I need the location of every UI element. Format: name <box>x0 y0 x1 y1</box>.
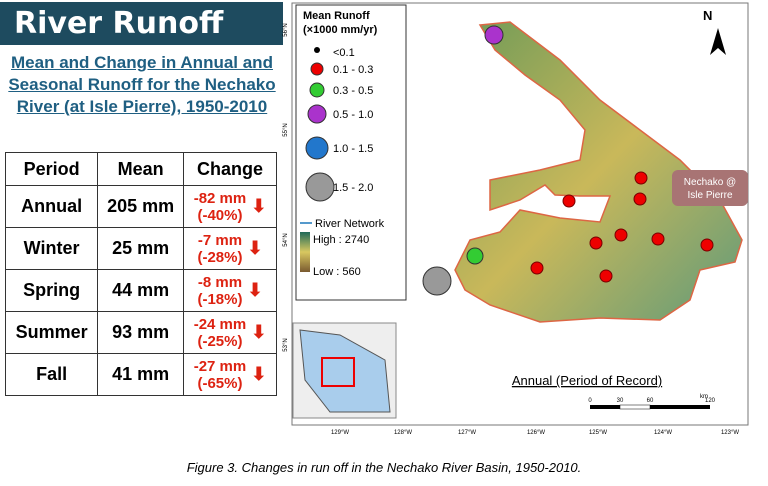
change-mm: -27 mm <box>193 357 247 375</box>
mean: 25 mm <box>97 227 185 270</box>
station-dot <box>484 25 504 45</box>
station-dots <box>530 171 714 283</box>
scale-label: 120 <box>705 398 716 404</box>
mean: 41 mm <box>97 353 185 396</box>
inset-land <box>299 329 391 413</box>
runoff-table: Period Mean Change Annual 205 mm -82 mm (-40%)… <box>4 152 277 396</box>
lat-label: 53°N <box>283 338 289 351</box>
callout <box>672 170 748 206</box>
change-mm: -82 mm <box>193 189 247 207</box>
mean: 205 mm <box>97 185 185 228</box>
scale-label: 60 <box>647 398 654 404</box>
change-text: -7 mm (-28%) <box>197 232 242 266</box>
change-text: -27 mm (-65%) <box>194 358 247 392</box>
lat-label: 56°N <box>283 23 289 36</box>
mean: 44 mm <box>97 269 185 312</box>
lon-label: 126°W <box>527 430 545 436</box>
inset-box <box>321 357 355 387</box>
north: N <box>703 8 712 23</box>
down-arrow: ⬇ <box>246 363 267 384</box>
legend-title: Mean Runoff <box>303 10 370 22</box>
table-row: Winter 25 mm -7 mm (-28%) ⬇ <box>4 227 277 270</box>
legend-label: 0.1 - 0.3 <box>333 64 373 76</box>
legend-unit: (×1000 mm/yr) <box>303 24 378 36</box>
callout-text: Isle Pierre <box>687 190 732 201</box>
period: Fall <box>4 353 99 396</box>
legend-river: River Network <box>315 218 385 230</box>
scale-label: 30 <box>617 398 624 404</box>
legend-label: 1.5 - 2.0 <box>333 182 373 194</box>
lon-label: 128°W <box>394 430 412 436</box>
panel-title: River Runoff <box>0 2 283 45</box>
station-dot <box>466 247 484 265</box>
period: Winter <box>4 227 99 270</box>
period: Summer <box>4 311 99 354</box>
scale-label: 0 <box>588 398 592 404</box>
north-arrow <box>710 28 726 55</box>
change-pct: (-25%) <box>197 332 243 350</box>
table-row: Summer 93 mm -24 mm (-25%) ⬇ <box>4 311 277 354</box>
station-dot <box>422 266 452 296</box>
scale-unit: km <box>700 394 708 400</box>
legend-label: 1.0 - 1.5 <box>333 143 373 155</box>
table-row: Annual 205 mm -82 mm (-40%) ⬇ <box>4 185 277 228</box>
lat-label: 55°N <box>283 123 289 136</box>
table-row: Fall 41 mm -27 mm (-65%) ⬇ <box>4 353 277 396</box>
change-text: -8 mm (-18%) <box>197 274 242 308</box>
down-arrow: ⬇ <box>242 237 263 258</box>
panel-subtitle: Mean and Change in Annual and Seasonal R… <box>8 53 276 116</box>
change-mm: -24 mm <box>193 315 247 333</box>
legend-high: High : 2740 <box>313 234 369 246</box>
mean: 93 mm <box>97 311 185 354</box>
callout-text: Nechako @ <box>684 177 736 188</box>
lat-label: 54°N <box>283 233 289 246</box>
runoff-panel: River Runoff Mean and Change in Annual a… <box>0 0 283 420</box>
table-row: Spring 44 mm -8 mm (-18%) ⬇ <box>4 269 277 312</box>
down-arrow: ⬇ <box>246 195 267 216</box>
down-arrow: ⬇ <box>242 279 263 300</box>
column-header: Change <box>183 152 277 186</box>
change-text: -82 mm (-40%) <box>194 190 247 224</box>
period: Annual <box>4 185 99 228</box>
legend-label: 0.5 - 1.0 <box>333 109 373 121</box>
change: -82 mm (-40%) ⬇ <box>183 185 277 228</box>
caption: Figure 3. Changes in run off in the Nech… <box>186 460 582 475</box>
lon-label: 123°W <box>721 430 739 436</box>
change-mm: -8 mm <box>197 273 243 291</box>
change: -24 mm (-25%) ⬇ <box>183 311 277 354</box>
legend-label: 0.3 - 0.5 <box>333 85 373 97</box>
legend-low: Low : 560 <box>313 266 361 278</box>
down-arrow: ⬇ <box>246 321 267 342</box>
map-title: Annual (Period of Record) <box>512 373 662 388</box>
change-pct: (-40%) <box>197 206 243 224</box>
legend-label: <0.1 <box>333 47 355 59</box>
lon-label: 124°W <box>654 430 672 436</box>
change: -7 mm (-28%) ⬇ <box>183 227 277 270</box>
change-pct: (-65%) <box>197 374 243 392</box>
change-mm: -7 mm <box>197 231 243 249</box>
change-pct: (-18%) <box>197 290 243 308</box>
lon-label: 129°W <box>331 430 349 436</box>
change: -27 mm (-65%) ⬇ <box>183 353 277 396</box>
change-text: -24 mm (-25%) <box>194 316 247 350</box>
lon-label: 127°W <box>458 430 476 436</box>
column-header: Period <box>4 152 99 186</box>
lon-label: 125°W <box>589 430 607 436</box>
change: -8 mm (-18%) ⬇ <box>183 269 277 312</box>
change-pct: (-28%) <box>197 248 243 266</box>
